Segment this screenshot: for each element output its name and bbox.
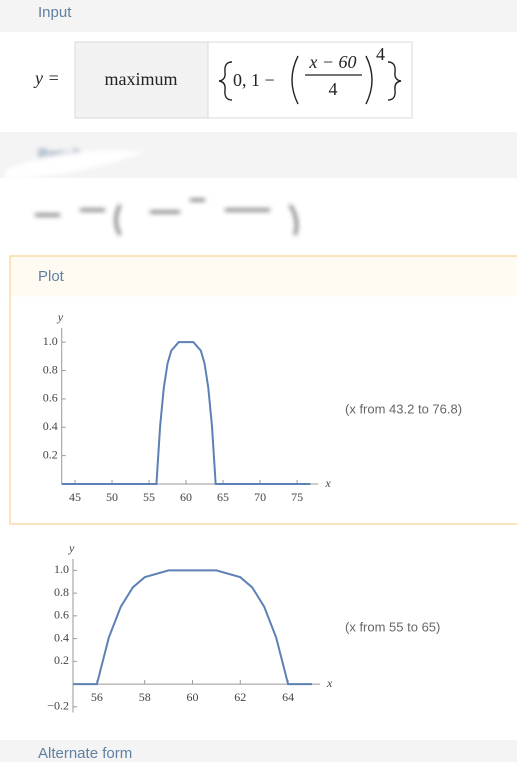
y-tick-label: 0.8 — [43, 362, 58, 376]
result-formula — [35, 200, 297, 235]
function-name: maximum — [105, 69, 178, 89]
x-axis-label: x — [326, 676, 333, 690]
plot-header — [11, 257, 517, 297]
numerator: x − 60 — [308, 52, 356, 72]
x-tick-label: 55 — [143, 490, 155, 504]
curve — [73, 570, 312, 684]
y-tick-label: 1.0 — [43, 334, 58, 348]
x-tick-label: 64 — [282, 690, 294, 704]
y-tick-label: 0.8 — [54, 585, 69, 599]
x-tick-label: 50 — [106, 490, 118, 504]
x-tick-label: 65 — [217, 490, 229, 504]
x-tick-label: 60 — [180, 490, 192, 504]
y-tick-label: 0.6 — [54, 608, 69, 622]
x-tick-label: 58 — [139, 690, 151, 704]
exponent: 4 — [376, 44, 385, 64]
plot-title: Plot — [38, 268, 65, 285]
x-tick-label: 75 — [291, 490, 303, 504]
set-start: 0, 1 − — [233, 70, 275, 90]
lhs: y = — [33, 68, 60, 88]
plot-range-note: (x from 55 to 65) — [345, 619, 440, 634]
y-axis-label: y — [68, 541, 75, 555]
y-tick-label: 1.0 — [54, 562, 69, 576]
x-tick-label: 60 — [187, 690, 199, 704]
y-tick-label: 0.4 — [54, 630, 69, 644]
y-tick-label: 0.6 — [43, 391, 58, 405]
y-tick-label: 0.2 — [54, 653, 69, 667]
y-tick-label: −0.2 — [47, 699, 69, 713]
y-axis-label: y — [57, 310, 64, 324]
plot-range-note: (x from 43.2 to 76.8) — [345, 401, 462, 416]
x-tick-label: 56 — [91, 690, 103, 704]
x-axis-label: x — [324, 476, 331, 490]
x-tick-label: 70 — [254, 490, 266, 504]
y-tick-label: 0.4 — [43, 419, 58, 433]
x-tick-label: 62 — [234, 690, 246, 704]
denominator: 4 — [329, 79, 338, 99]
alternate-title: Alternate form — [38, 745, 132, 762]
input-title: Input — [38, 4, 72, 21]
input-header — [0, 0, 517, 32]
x-tick-label: 45 — [69, 490, 81, 504]
y-tick-label: 0.2 — [43, 447, 58, 461]
